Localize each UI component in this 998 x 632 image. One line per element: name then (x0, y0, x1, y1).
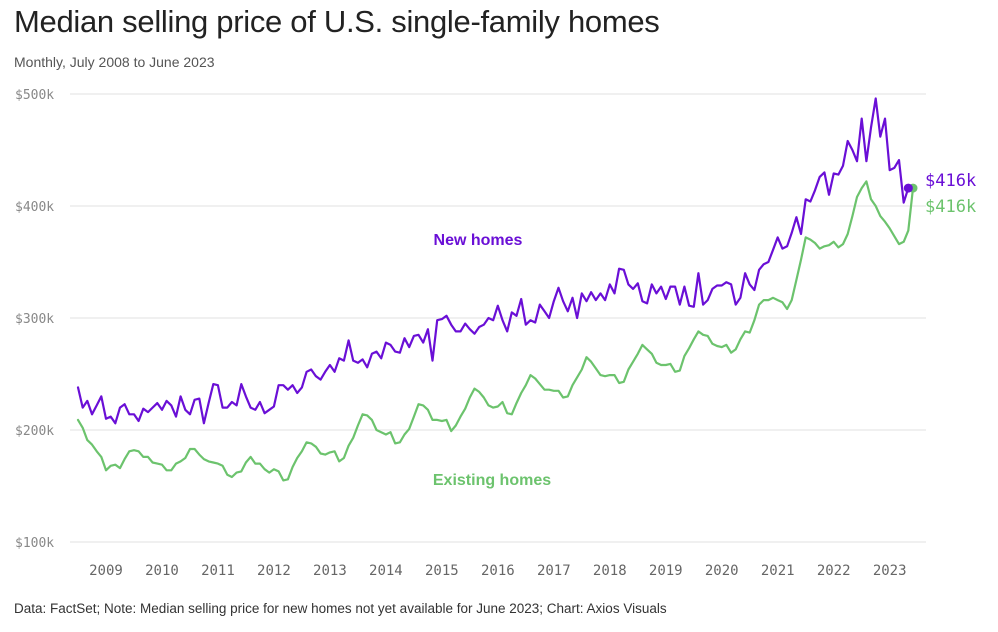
y-tick-label: $100k (15, 536, 54, 551)
existing-homes-series-label: Existing homes (433, 472, 551, 489)
new-homes-end-label: $416k (925, 171, 976, 191)
x-tick-label: 2022 (817, 563, 851, 579)
new-homes-series-label: New homes (434, 232, 523, 249)
x-tick-label: 2009 (89, 563, 123, 579)
gridlines (70, 93, 926, 543)
x-axis-ticks: 2009 2010 2011 2012 2013 2014 2015 2016 2017 2018… (89, 563, 906, 579)
x-tick-label: 2017 (537, 563, 571, 579)
x-tick-label: 2015 (425, 563, 459, 579)
chart-subtitle: Monthly, July 2008 to June 2023 (14, 54, 215, 70)
series-lines (76, 97, 918, 482)
x-tick-label: 2013 (313, 563, 347, 579)
x-tick-label: 2012 (257, 563, 291, 579)
existing-homes-line (76, 180, 915, 482)
new-homes-end-marker (903, 183, 913, 193)
x-tick-label: 2021 (761, 563, 795, 579)
x-tick-label: 2020 (705, 563, 739, 579)
x-tick-label: 2011 (201, 563, 235, 579)
x-tick-label: 2014 (369, 563, 403, 579)
x-tick-label: 2010 (145, 563, 179, 579)
y-tick-label: $300k (15, 312, 54, 327)
x-tick-label: 2016 (481, 563, 515, 579)
chart-footnote: Data: FactSet; Note: Median selling pric… (14, 601, 667, 616)
y-tick-label: $200k (15, 424, 54, 439)
chart-title: Median selling price of U.S. single-fami… (14, 4, 660, 39)
y-axis-ticks: $100k $200k $300k $400k $500k (15, 88, 54, 551)
series-labels: $416k $416k New homes Existing homes (433, 171, 976, 489)
existing-homes-end-label: $416k (925, 197, 976, 217)
x-tick-label: 2018 (593, 563, 627, 579)
y-tick-label: $500k (15, 88, 54, 103)
new-homes-line (76, 97, 910, 425)
y-tick-label: $400k (15, 200, 54, 215)
x-tick-label: 2019 (649, 563, 683, 579)
x-tick-label: 2023 (873, 563, 907, 579)
